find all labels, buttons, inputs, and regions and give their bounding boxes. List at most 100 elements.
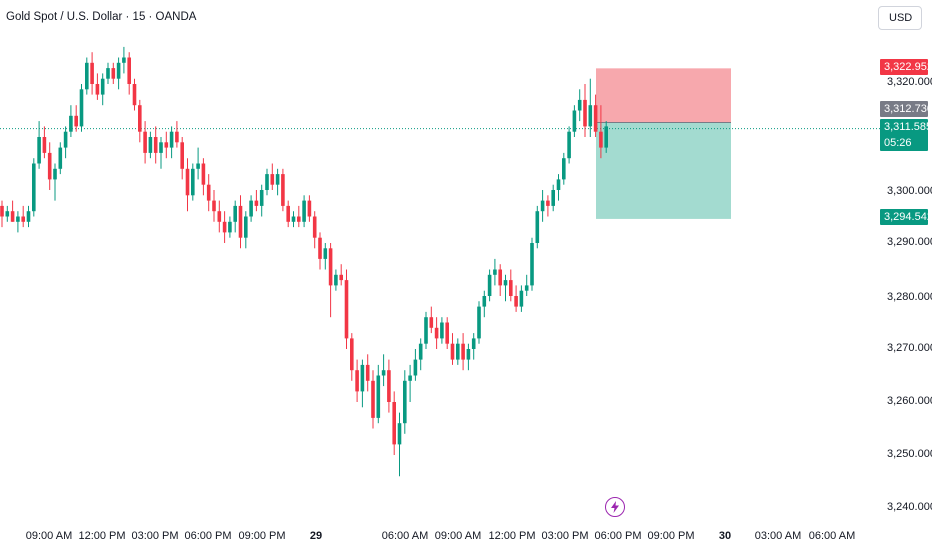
candle-body — [132, 84, 137, 106]
candle-body — [471, 338, 476, 349]
y-tick-label: 3,270.000 — [887, 342, 932, 354]
candle-body — [127, 57, 131, 84]
candle-body — [302, 200, 306, 222]
x-tick-label: 09:00 AM — [434, 530, 482, 542]
candle-body — [540, 200, 545, 212]
candle-body — [461, 343, 465, 360]
candle-body — [344, 280, 349, 339]
candle-body — [106, 68, 110, 79]
y-tick-label: 3,300.000 — [887, 185, 932, 197]
candle-body — [95, 84, 100, 95]
candle-body — [318, 237, 322, 259]
candle-body — [360, 364, 365, 392]
bar-countdown: 05:26 — [884, 137, 912, 149]
candle-body — [217, 211, 222, 222]
candle-body — [604, 126, 608, 148]
candle-body — [32, 163, 36, 212]
candle-body — [599, 131, 603, 148]
candle-body — [397, 423, 402, 445]
x-tick-label: 03:00 PM — [131, 530, 179, 542]
candle-body — [371, 380, 375, 418]
y-tick-label: 3,280.000 — [887, 291, 932, 303]
x-tick-label: 03:00 PM — [541, 530, 589, 542]
candle-body — [37, 137, 41, 164]
candle-body — [111, 68, 116, 79]
candle-body — [143, 131, 147, 153]
candle-body — [233, 205, 237, 222]
x-tick-label-day: 29 — [309, 530, 323, 542]
candle-body — [244, 216, 248, 238]
lightning-bolt-icon[interactable] — [605, 497, 625, 517]
candle-body — [275, 174, 280, 185]
candle-body — [328, 248, 333, 286]
x-tick-label-day: 30 — [718, 530, 732, 542]
candle-body — [249, 200, 253, 217]
candle-body — [297, 216, 301, 222]
candle-body — [323, 248, 328, 259]
x-tick-label: 09:00 AM — [25, 530, 73, 542]
candle-body — [228, 221, 232, 233]
candle-body — [403, 380, 407, 424]
candle-body — [238, 205, 243, 238]
candle-body — [47, 152, 52, 180]
candle-body — [74, 115, 78, 127]
candle-body — [307, 200, 312, 217]
candle-body — [350, 338, 354, 371]
y-tick-label: 3,260.000 — [887, 395, 932, 407]
currency-button[interactable]: USD — [878, 6, 922, 30]
candle-body — [5, 211, 10, 217]
x-tick-label: 06:00 PM — [184, 530, 232, 542]
candle-body — [387, 370, 391, 402]
candle-body — [487, 274, 492, 296]
candle-body — [53, 168, 57, 180]
candle-body — [69, 115, 73, 132]
candle-body — [159, 142, 163, 153]
candle-body — [482, 296, 487, 307]
x-tick-label: 09:00 PM — [647, 530, 695, 542]
candle-body — [196, 163, 200, 169]
candle-body — [116, 62, 121, 79]
candle-body — [567, 131, 571, 159]
candle-body — [450, 343, 455, 360]
y-tick-label: 3,240.000 — [887, 501, 932, 513]
candle-body — [477, 306, 481, 339]
entry-price-tag: 3,312.730 — [880, 101, 932, 117]
candle-body — [535, 211, 540, 243]
candle-body — [79, 89, 84, 127]
candle-body — [21, 216, 25, 222]
candle-body — [291, 216, 296, 222]
candle-body — [90, 62, 94, 84]
candle-body — [583, 99, 587, 127]
candle-body — [445, 322, 449, 344]
candle-body — [63, 131, 68, 148]
x-tick-label: 06:00 AM — [808, 530, 856, 542]
candle-body — [524, 285, 529, 291]
current-price-tag: 3,311.585 05:26 — [880, 119, 932, 151]
candle-body — [514, 296, 518, 307]
candle-body — [334, 274, 338, 286]
candle-body — [58, 147, 63, 169]
y-tick-label: 3,250.000 — [887, 448, 932, 460]
candle-body — [138, 105, 142, 132]
x-tick-label: 06:00 AM — [381, 530, 429, 542]
x-tick-label: 12:00 PM — [488, 530, 536, 542]
candle-body — [440, 322, 444, 339]
y-tick-label: 3,290.000 — [887, 236, 932, 248]
candle-body — [148, 137, 153, 153]
x-tick-label: 09:00 PM — [238, 530, 286, 542]
candle-body — [355, 370, 359, 392]
candle-body — [164, 142, 169, 148]
candle-body — [530, 243, 534, 286]
candle-body — [562, 158, 566, 180]
candle-body — [546, 200, 550, 206]
candle-body — [270, 174, 275, 185]
candle-body — [424, 317, 428, 344]
candle-body — [286, 205, 290, 222]
candle-body — [122, 57, 126, 63]
candle-body — [434, 327, 439, 339]
candle-body — [312, 216, 317, 238]
candle-body — [429, 317, 434, 328]
candle-body — [180, 142, 184, 169]
x-tick-label: 03:00 AM — [754, 530, 802, 542]
